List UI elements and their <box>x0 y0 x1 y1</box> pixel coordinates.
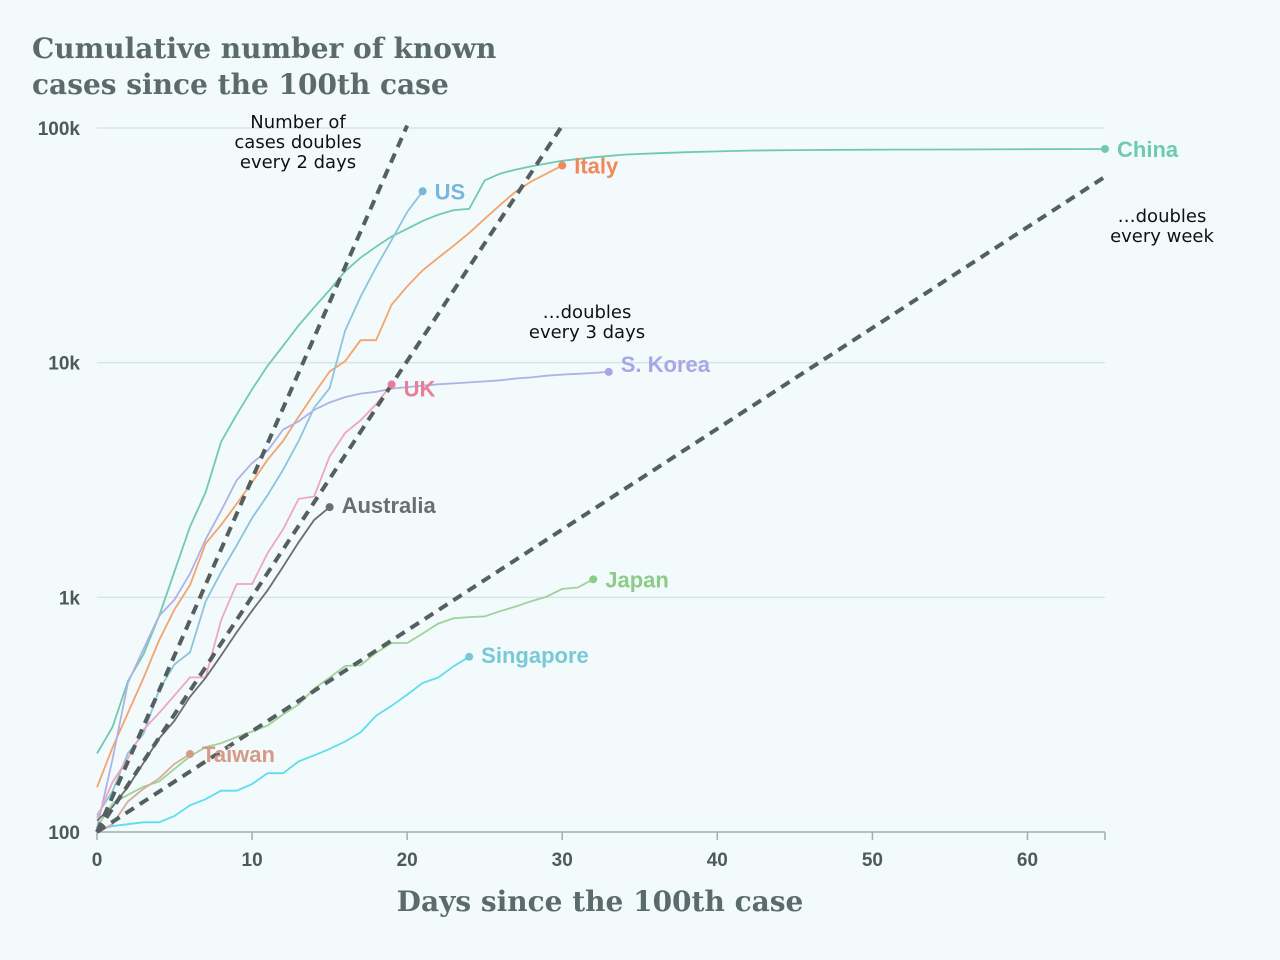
reference-label-7-days: every week <box>1110 226 1214 247</box>
x-tick-label: 60 <box>1017 850 1038 871</box>
x-tick-label: 10 <box>242 850 263 871</box>
y-tick-label: 100k <box>38 119 81 140</box>
series-lines <box>96 148 1106 833</box>
series-line-singapore <box>96 656 470 831</box>
x-tick-label: 50 <box>862 850 883 871</box>
reference-label-2-days: every 2 days <box>240 152 356 173</box>
x-tick-label: 40 <box>707 850 728 871</box>
series-end-point-australia <box>325 503 334 512</box>
series-label-italy: Italy <box>574 154 619 179</box>
series-line-s-korea <box>96 371 609 829</box>
reference-label-7-days: …doubles <box>1118 206 1207 227</box>
x-tick-label: 20 <box>397 850 418 871</box>
series-line-italy <box>96 164 563 788</box>
series-label-singapore: Singapore <box>481 643 589 668</box>
axis-layer: 100 1k 10k 100k 0 10 20 30 40 50 60 <box>38 119 1106 871</box>
x-axis-label: Days since the 100th case <box>397 885 804 918</box>
series-end-point-s-korea <box>604 367 613 376</box>
series-label-us: US <box>435 179 466 204</box>
series-label-s-korea: S. Korea <box>621 352 711 377</box>
y-tick-label: 100 <box>48 823 80 844</box>
series-line-japan <box>96 578 594 828</box>
reference-line-7-days <box>95 175 1107 834</box>
series-line-uk <box>96 383 393 819</box>
series-line-australia <box>96 506 331 822</box>
series-label-uk: UK <box>404 376 436 401</box>
reference-label-2-days: Number of <box>250 112 346 133</box>
series-label-china: China <box>1117 137 1179 162</box>
reference-line-2-days <box>95 124 409 833</box>
series-end-point-singapore <box>465 652 474 661</box>
series-labels: China Italy US S. Korea UK Australia Japan Sing… <box>186 137 1179 767</box>
reference-label-2-days: cases doubles <box>234 132 361 153</box>
reference-label-3-days: …doubles <box>543 302 632 323</box>
series-label-australia: Australia <box>342 493 437 518</box>
series-label-taiwan: Taiwan <box>202 742 275 767</box>
series-line-china <box>96 148 1106 754</box>
series-label-japan: Japan <box>605 567 669 592</box>
chart-title-line-2: cases since the 100th case <box>32 68 449 101</box>
series-end-point-italy <box>558 161 567 170</box>
series-line-us <box>96 190 424 816</box>
series-end-point-japan <box>589 575 598 584</box>
grid-layer <box>97 127 1105 599</box>
x-tick-label: 0 <box>92 850 103 871</box>
x-tick-label: 30 <box>552 850 573 871</box>
reference-line-3-days <box>95 124 564 834</box>
series-end-point-us <box>418 187 427 196</box>
series-end-point-taiwan <box>186 749 195 758</box>
y-tick-label: 1k <box>59 588 81 609</box>
reference-label-3-days: every 3 days <box>529 322 645 343</box>
chart-title-line-1: Cumulative number of known <box>32 32 496 65</box>
series-end-point-china <box>1101 144 1109 153</box>
y-tick-label: 10k <box>48 354 80 375</box>
series-end-point-uk <box>387 380 396 389</box>
